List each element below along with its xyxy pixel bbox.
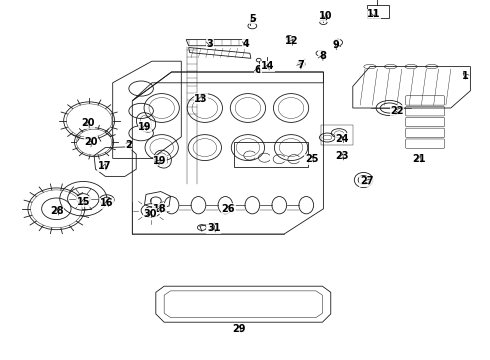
Text: 22: 22 [390,105,404,116]
Text: 3: 3 [206,39,213,49]
Text: 12: 12 [285,36,299,46]
Text: 6: 6 [254,65,261,75]
Text: 27: 27 [360,176,373,186]
Text: 5: 5 [249,14,256,24]
Text: 2: 2 [125,140,132,150]
Text: 9: 9 [333,40,340,50]
Text: 28: 28 [50,206,64,216]
Text: 1: 1 [462,71,469,81]
Text: 30: 30 [143,209,157,219]
Text: 21: 21 [413,154,426,164]
Text: 31: 31 [207,223,220,233]
Text: 17: 17 [98,161,111,171]
Text: 18: 18 [153,204,167,214]
Bar [234,142,308,167]
Text: 24: 24 [335,134,349,144]
Text: 25: 25 [305,154,318,164]
Text: 15: 15 [76,197,90,207]
Bar [367,5,389,18]
Text: 8: 8 [319,51,326,61]
Text: 29: 29 [232,324,246,334]
Text: 14: 14 [261,61,274,71]
Text: 20: 20 [81,118,95,128]
Text: 10: 10 [319,11,333,21]
Text: 7: 7 [297,60,304,70]
Bar [321,125,353,145]
Text: 23: 23 [335,151,349,161]
Text: 19: 19 [153,156,167,166]
Text: 16: 16 [99,198,113,208]
Text: 19: 19 [138,122,152,132]
Text: 26: 26 [221,204,235,214]
Text: 4: 4 [243,39,249,49]
Text: 11: 11 [367,9,381,19]
Text: 13: 13 [194,94,208,104]
Text: 20: 20 [84,137,98,147]
